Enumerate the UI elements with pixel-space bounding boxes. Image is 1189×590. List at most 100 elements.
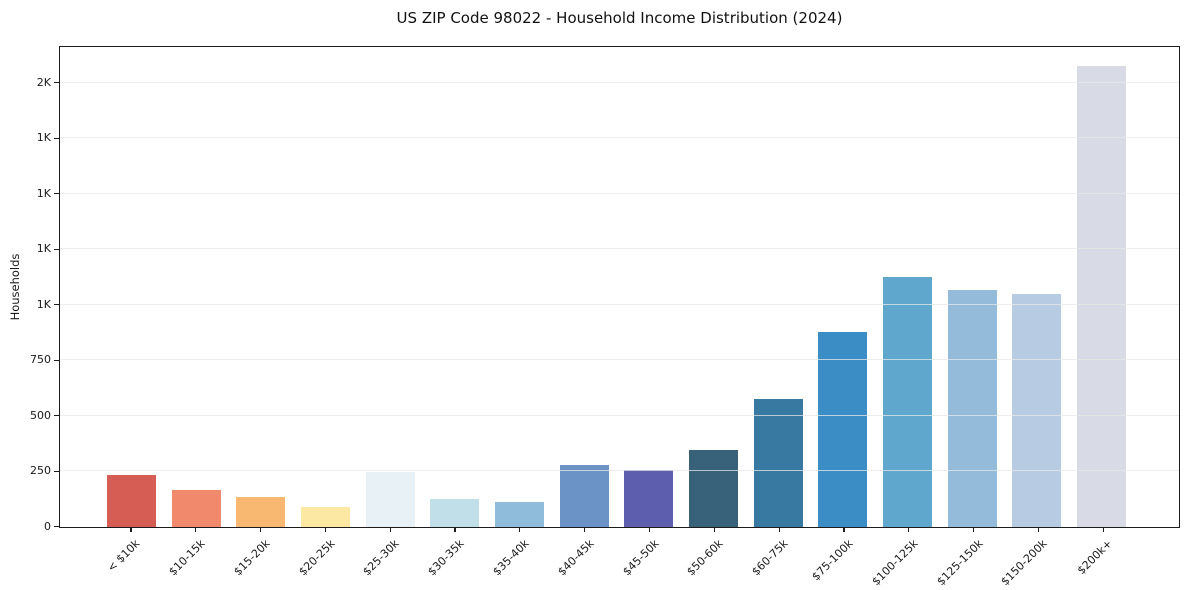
bar-slot <box>811 47 876 527</box>
bar-150-200k <box>1012 294 1062 527</box>
x-tick-label: $60-75k <box>749 537 791 579</box>
x-tick-label: $25-30k <box>360 537 402 579</box>
x-tick-mark <box>1037 528 1039 532</box>
y-tick-mark <box>54 82 59 84</box>
y-tick-mark <box>54 193 59 195</box>
x-tick-label: $20-25k <box>295 537 338 579</box>
y-tick-label: 1K <box>36 131 51 145</box>
x-slot: $45-50k <box>617 528 682 590</box>
bar-20-25k <box>300 506 350 527</box>
x-tick-mark <box>130 528 132 532</box>
x-axis: < $10k $10-15k $15-20k $20-25k $25-30k $30-35… <box>59 528 1180 590</box>
x-slot: $125-150k <box>934 528 1006 590</box>
bar-35-40k <box>494 502 544 527</box>
y-tick-label: 1K <box>36 297 51 311</box>
x-tick-label: $35-40k <box>490 537 532 579</box>
x-tick-mark <box>908 528 910 532</box>
x-tick-label: $200k+ <box>1074 537 1115 578</box>
x-tick-mark <box>1102 528 1104 532</box>
x-tick-label: $10-15k <box>166 537 208 579</box>
x-tick-label: $30-35k <box>425 537 467 579</box>
x-slot: $10-15k <box>163 528 228 590</box>
x-tick-mark <box>843 528 845 532</box>
bar-75-100k <box>818 332 868 527</box>
bar-45-50k <box>624 469 674 527</box>
x-tick-mark <box>972 528 975 532</box>
bar-slot <box>746 47 811 527</box>
x-tick-label: $125-150k <box>934 537 986 589</box>
x-tick-label: $50-60k <box>684 537 726 579</box>
y-tick-label: 1K <box>36 242 51 256</box>
x-tick-mark <box>454 528 456 532</box>
y-tick-label: 250 <box>30 464 51 478</box>
x-tick-label: < $10k <box>105 537 143 575</box>
y-tick-mark <box>54 415 59 417</box>
x-tick-label: $40-45k <box>555 537 597 579</box>
bar-slot <box>875 47 940 527</box>
bar-slot <box>681 47 746 527</box>
x-tick-mark <box>648 528 651 532</box>
x-slot: $200k+ <box>1070 528 1135 590</box>
x-tick-mark <box>260 528 262 532</box>
bar-125-150k <box>947 290 997 527</box>
x-slot: $100-125k <box>869 528 941 590</box>
x-tick-mark <box>389 528 391 532</box>
bar-slot <box>422 47 487 527</box>
y-tick-mark <box>54 359 59 361</box>
x-tick-mark <box>519 528 521 532</box>
x-slot: < $10k <box>98 528 163 590</box>
x-slot: $35-40k <box>487 528 552 590</box>
x-slot: $30-35k <box>422 528 487 590</box>
chart-title: US ZIP Code 98022 - Household Income Dis… <box>396 9 843 27</box>
bar-slot <box>617 47 682 527</box>
bar-slot <box>1005 47 1070 527</box>
bar-slot <box>1069 47 1134 527</box>
bar-30-35k <box>430 499 480 527</box>
bar-slot <box>228 47 293 527</box>
y-tick-label: 1K <box>36 186 51 200</box>
y-tick-label: 0 <box>44 519 51 533</box>
bar-50-60k <box>689 449 739 527</box>
bar-10-15k <box>171 490 221 527</box>
bar-60-75k <box>753 399 803 527</box>
bar-10k <box>106 474 156 527</box>
y-tick-mark <box>54 304 59 306</box>
bar-40-45k <box>559 464 609 527</box>
x-slot: $40-45k <box>552 528 617 590</box>
x-tick-mark <box>778 528 780 532</box>
x-tick-mark <box>584 528 586 532</box>
x-tick-label: $100-125k <box>869 537 921 589</box>
y-tick-mark <box>54 137 59 139</box>
x-tick-label: $75-100k <box>809 537 856 584</box>
x-tick-mark <box>713 528 715 532</box>
x-slot: $50-60k <box>681 528 746 590</box>
x-slot: $75-100k <box>809 528 876 590</box>
x-tick-label: $15-20k <box>230 537 273 579</box>
bar-slot <box>164 47 229 527</box>
x-slot: $20-25k <box>292 528 357 590</box>
plot-area <box>59 46 1180 528</box>
y-tick-mark <box>54 470 59 472</box>
bar-slot <box>552 47 617 527</box>
bar-slot <box>99 47 164 527</box>
bar-slot <box>940 47 1005 527</box>
y-tick-label: 750 <box>30 353 51 367</box>
x-slot: $60-75k <box>746 528 811 590</box>
y-tick-mark <box>54 526 59 528</box>
bars-container <box>60 47 1179 527</box>
y-tick-label: 2K <box>36 75 51 89</box>
bar-25-30k <box>365 471 415 527</box>
bar-slot <box>358 47 423 527</box>
bar-100-125k <box>883 277 933 527</box>
bar-slot <box>293 47 358 527</box>
x-tick-mark <box>324 528 327 532</box>
x-tick-label: $150-200k <box>998 537 1050 589</box>
x-slot: $15-20k <box>228 528 293 590</box>
y-tick-label: 500 <box>30 408 51 422</box>
x-tick-label: $45-50k <box>619 537 662 579</box>
bar-slot <box>487 47 552 527</box>
y-tick-mark <box>54 248 59 250</box>
x-tick-mark <box>195 528 197 532</box>
x-slot: $150-200k <box>999 528 1070 590</box>
